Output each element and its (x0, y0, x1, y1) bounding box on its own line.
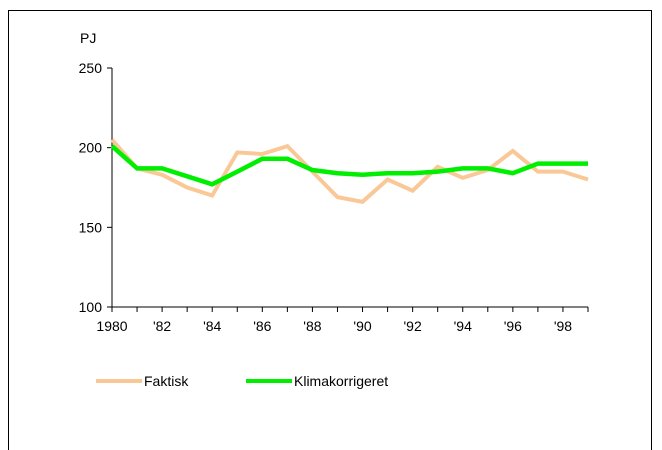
legend-label-faktisk: Faktisk (144, 373, 189, 389)
y-tick-label: 150 (79, 219, 103, 235)
series-group (110, 138, 589, 204)
legend-label-klimakorrigeret: Klimakorrigeret (294, 373, 388, 389)
y-tick-label: 200 (79, 140, 103, 156)
legend: Faktisk Klimakorrigeret (96, 373, 388, 389)
x-tick-label: '98 (554, 318, 572, 334)
y-tick-label: 100 (79, 299, 103, 315)
x-tick-label: '92 (404, 318, 422, 334)
x-tick-label: '86 (253, 318, 271, 334)
y-tick-label: 250 (79, 60, 103, 76)
x-tick-label: '96 (504, 318, 522, 334)
x-tick-label: '84 (203, 318, 221, 334)
x-tick-label: '82 (153, 318, 171, 334)
x-tick-label: '90 (353, 318, 371, 334)
y-axis-label: PJ (80, 30, 96, 46)
x-tick-label: '88 (303, 318, 321, 334)
axes: 100 150 200 250 1980 '82 '84 '86 '88 '90 '92 '94 '96… (79, 60, 589, 334)
series-line-faktisk (110, 138, 589, 204)
series-line-klimakorrigeret (110, 144, 588, 187)
x-tick-label: 1980 (96, 318, 127, 334)
chart-frame (8, 10, 652, 450)
x-tick-label: '94 (454, 318, 472, 334)
